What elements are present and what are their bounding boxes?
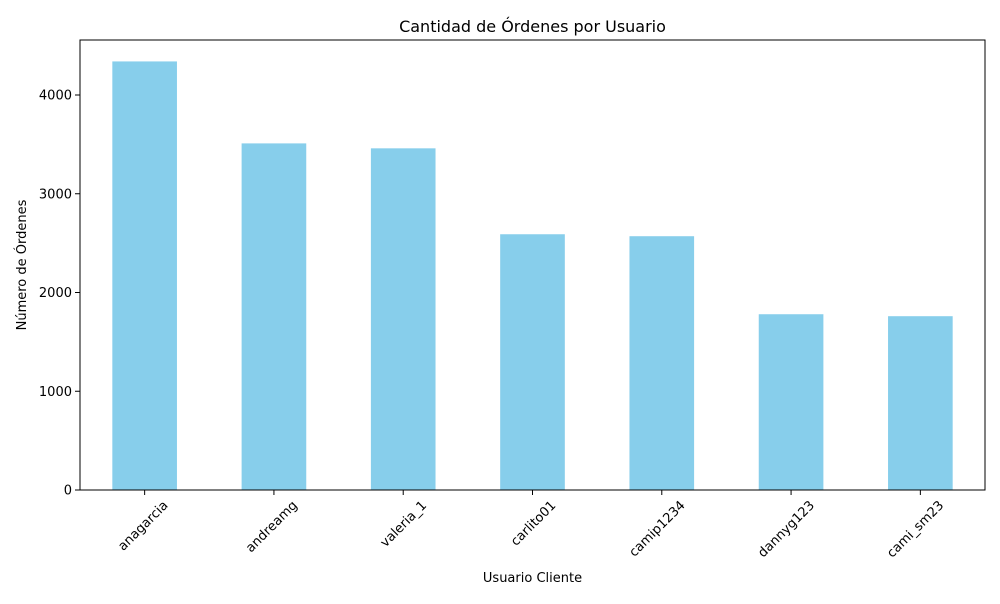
- bar-andreamg: [241, 143, 307, 490]
- bar-dannyg123: [758, 314, 824, 490]
- x-tick-label: carlito01: [508, 498, 559, 549]
- plot-frame: [79, 39, 986, 491]
- y-tick-label: 1000: [39, 385, 72, 400]
- y-axis: 0 1000 2000 3000 4000: [39, 89, 80, 499]
- y-tick-label: 4000: [39, 89, 72, 104]
- y-tick-label: 3000: [39, 187, 72, 202]
- x-tick-label: anagarcia: [115, 498, 171, 554]
- bar-carlito01: [500, 234, 565, 490]
- bar-camip1234: [629, 236, 695, 490]
- bar-cami_sm23: [888, 316, 953, 490]
- y-axis-label: Número de Órdenes: [14, 199, 30, 330]
- x-tick-label: andreamg: [243, 498, 301, 556]
- y-tick-label: 2000: [39, 286, 72, 301]
- x-tick-label: cami_sm23: [884, 498, 947, 561]
- bar-valeria_1: [370, 148, 436, 490]
- chart-title: Cantidad de Órdenes por Usuario: [399, 17, 666, 36]
- x-axis: anagarcia andreamg valeria_1 carlito01 camip…: [115, 490, 947, 561]
- bars-layer: [112, 61, 953, 491]
- x-tick-label: valeria_1: [378, 498, 430, 550]
- x-tick-label: camip1234: [627, 498, 689, 560]
- y-tick-label: 0: [64, 484, 72, 499]
- bar-anagarcia: [112, 61, 177, 491]
- x-tick-label: dannyg123: [755, 498, 818, 561]
- x-axis-label: Usuario Cliente: [483, 571, 582, 586]
